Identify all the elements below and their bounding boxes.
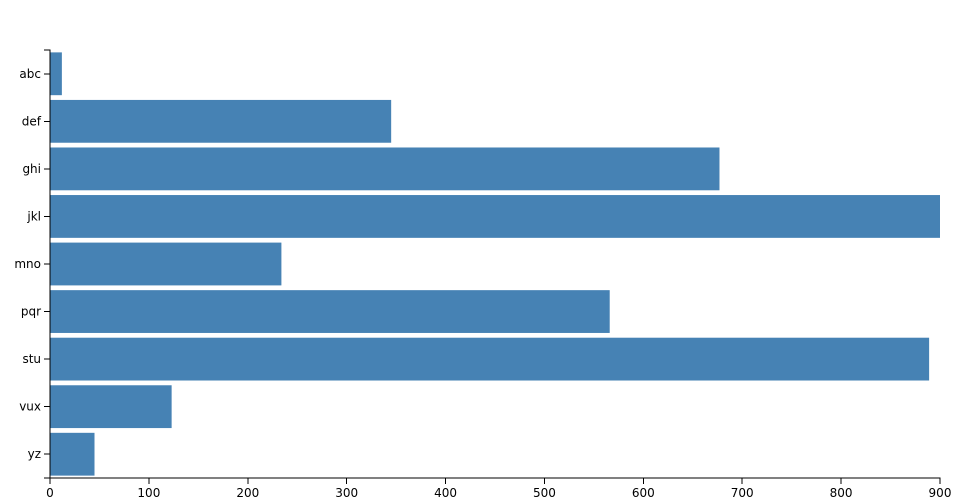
- bar: [50, 147, 720, 191]
- bar: [50, 99, 392, 143]
- bar: [50, 337, 930, 381]
- x-tick-label: 600: [632, 486, 655, 500]
- y-tick-label: pqr: [21, 305, 41, 319]
- x-tick-label: 500: [533, 486, 556, 500]
- y-tick-label: vux: [19, 400, 41, 414]
- x-tick-label: 0: [46, 486, 54, 500]
- bar: [50, 242, 282, 286]
- y-tick-label: ghi: [22, 162, 41, 176]
- x-tick-label: 700: [731, 486, 754, 500]
- x-tick-label: 800: [830, 486, 853, 500]
- y-tick-label: yz: [28, 447, 41, 461]
- y-tick-label: stu: [22, 352, 41, 366]
- bar: [50, 290, 610, 333]
- y-tick-label: def: [22, 114, 42, 128]
- y-tick-label: jkl: [26, 209, 41, 223]
- y-tick-label: mno: [14, 257, 41, 271]
- bar: [50, 195, 940, 238]
- bar: [50, 385, 172, 429]
- x-tick-label: 900: [929, 486, 952, 500]
- y-tick-label: abc: [19, 67, 41, 81]
- x-tick-label: 400: [434, 486, 457, 500]
- x-tick-label: 200: [236, 486, 259, 500]
- x-tick-label: 300: [335, 486, 358, 500]
- bar: [50, 52, 62, 96]
- x-axis: [49, 477, 941, 484]
- y-axis: [44, 49, 51, 479]
- x-tick-label: 100: [137, 486, 160, 500]
- bar: [50, 432, 95, 476]
